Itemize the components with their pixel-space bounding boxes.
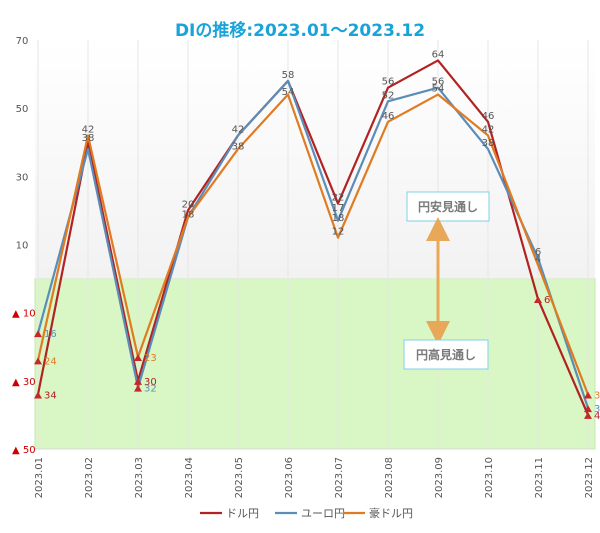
- data-label: 23: [144, 353, 157, 364]
- y-tick-label: 10: [16, 241, 29, 252]
- data-label: 52: [382, 90, 395, 101]
- x-tick-label: 2023.07: [334, 457, 345, 498]
- negative-marker: [34, 330, 42, 338]
- data-label: 20: [182, 199, 195, 210]
- negative-marker: [584, 391, 592, 399]
- legend-label: ドル円: [226, 507, 259, 520]
- x-tick-label: 2023.03: [134, 457, 145, 498]
- data-label: 38: [232, 141, 245, 152]
- data-label: 38: [82, 133, 95, 144]
- series-line: [36, 93, 590, 395]
- data-label: 22: [332, 193, 345, 204]
- x-tick-label: 2023.04: [184, 457, 195, 498]
- data-label: 16: [44, 329, 57, 340]
- data-label: 24: [44, 356, 57, 367]
- data-label: 4: [535, 254, 541, 265]
- data-label: 56: [432, 77, 445, 88]
- data-label: 38: [482, 138, 495, 149]
- x-tick-label: 2023.12: [584, 457, 595, 498]
- data-label: 54: [432, 84, 445, 95]
- x-axis: 2023.01 2023.02 2023.03 2023.04 2023.05 2023.…: [34, 457, 595, 498]
- data-label: 58: [282, 70, 295, 81]
- x-tick-label: 2023.10: [484, 457, 495, 498]
- y-tick-label-negative: ▲ 50: [12, 445, 36, 456]
- data-label: 6: [535, 247, 541, 258]
- x-tick-label: 2023.01: [34, 457, 45, 498]
- data-label: 32: [144, 384, 157, 395]
- data-label: 54: [282, 87, 295, 98]
- grid-lines: [35, 40, 589, 450]
- negative-marker: [34, 357, 42, 365]
- data-label: 64: [432, 49, 445, 60]
- data-label: 46: [482, 111, 495, 122]
- negative-marker: [534, 296, 542, 304]
- negative-marker: [134, 377, 142, 385]
- negative-marker: [134, 353, 142, 361]
- x-tick-label: 2023.02: [84, 457, 95, 498]
- data-label: 46: [382, 111, 395, 122]
- yen-strong-box: [403, 339, 489, 370]
- data-label: 34: [44, 390, 57, 401]
- yen-weak-annotation: 円安見通し: [406, 191, 490, 222]
- series-line: [36, 79, 590, 409]
- series-lines: [36, 59, 590, 416]
- data-label: 40: [594, 411, 600, 422]
- x-tick-label: 2023.11: [534, 457, 545, 498]
- y-tick-label: 30: [16, 172, 29, 183]
- x-tick-label: 2023.09: [434, 457, 445, 498]
- data-labels: 3416244238303223201842385854221718125652…: [34, 49, 600, 422]
- x-tick-label: 2023.05: [234, 457, 245, 498]
- data-label: 18: [332, 213, 345, 224]
- yen-weak-box: [406, 191, 490, 222]
- yen-weak-label: 円安見通し: [418, 199, 478, 214]
- x-tick-label: 2023.06: [284, 457, 295, 498]
- chart-title: DIの推移:2023.01～2023.12: [175, 20, 425, 41]
- y-tick-label-negative: ▲ 10: [12, 309, 36, 320]
- x-tick-label: 2023.08: [384, 457, 395, 498]
- negative-marker: [584, 411, 592, 419]
- data-label: 12: [332, 227, 345, 238]
- data-label: 17: [332, 203, 345, 214]
- negative-marker: [134, 384, 142, 392]
- legend-label: ユーロ円: [301, 507, 345, 520]
- data-label: 38: [594, 404, 600, 415]
- data-label: 42: [482, 124, 495, 135]
- data-label: 34: [594, 390, 600, 401]
- data-label: 42: [82, 124, 95, 135]
- y-tick-label-negative: ▲ 30: [12, 377, 36, 388]
- y-tick-label: 70: [16, 36, 29, 47]
- data-label: 56: [382, 77, 395, 88]
- negative-zone: [34, 278, 596, 450]
- yen-strong-label: 円高見通し: [416, 347, 476, 362]
- series-line: [36, 59, 590, 416]
- data-label: 18: [182, 210, 195, 221]
- negative-marker: [584, 405, 592, 413]
- legend: ドル円 ユーロ円 豪ドル円: [200, 506, 413, 520]
- data-label: 30: [144, 377, 157, 388]
- y-axis: 70 50 30 10 ▲ 10 ▲ 30 ▲ 50: [12, 36, 36, 456]
- y-tick-label: 50: [16, 104, 29, 115]
- yen-strong-annotation: 円高見通し: [403, 339, 489, 370]
- legend-label: 豪ドル円: [369, 506, 413, 520]
- data-label: 42: [232, 124, 245, 135]
- data-label: 6: [544, 295, 550, 306]
- negative-marker: [34, 391, 42, 399]
